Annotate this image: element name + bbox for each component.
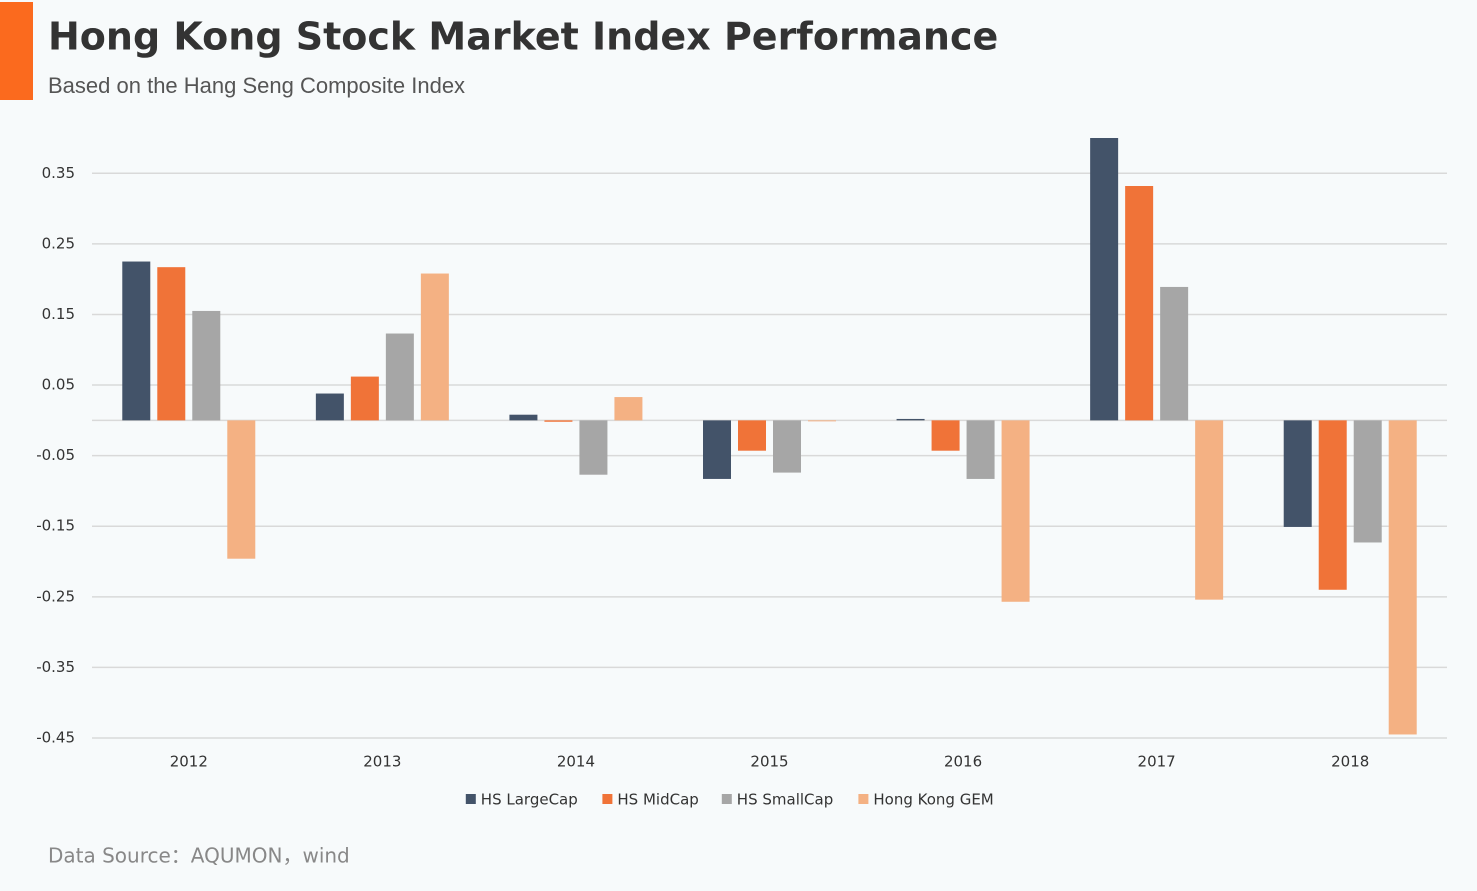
x-tick-label: 2012 [170, 753, 208, 771]
legend-label: HS MidCap [617, 791, 698, 809]
y-tick-label: 0.15 [42, 305, 75, 323]
bar [738, 420, 766, 451]
x-tick-label: 2018 [1331, 753, 1369, 771]
bar [614, 397, 643, 421]
y-tick-label: 0.25 [42, 234, 75, 252]
x-tick-label: 2013 [363, 753, 401, 771]
y-tick-label: -0.45 [36, 729, 75, 747]
bar [509, 414, 538, 421]
y-tick-label: 0.35 [42, 164, 75, 182]
bar [192, 310, 221, 421]
bar [157, 267, 186, 421]
legend-label: HS LargeCap [481, 791, 578, 809]
y-tick-label: -0.35 [36, 658, 75, 676]
legend-swatch [602, 794, 613, 804]
bar [227, 420, 256, 559]
bar [1001, 420, 1030, 602]
bar [773, 420, 801, 473]
bar [931, 420, 960, 451]
bar [966, 420, 995, 479]
bar [1318, 420, 1347, 590]
bar [808, 420, 836, 422]
title: Hong Kong Stock Market Index Performance [48, 15, 998, 59]
legend-label: Hong Kong GEM [873, 791, 993, 809]
subtitle: Based on the Hang Seng Composite Index [48, 73, 465, 98]
legend-label: HS SmallCap [737, 791, 833, 809]
bar [420, 273, 449, 421]
bar [1160, 286, 1189, 421]
bar [579, 420, 608, 475]
bar [1125, 186, 1154, 421]
bar [703, 420, 731, 479]
x-tick-label: 2015 [750, 753, 788, 771]
source: Data Source：AQUMON，wind [48, 844, 350, 868]
accent-bar [0, 2, 33, 100]
bar [350, 376, 379, 421]
bar [1388, 420, 1417, 735]
y-tick-label: -0.25 [36, 587, 75, 605]
bar [122, 261, 151, 421]
x-tick-label: 2014 [557, 753, 595, 771]
bar [1195, 420, 1224, 600]
y-tick-label: -0.15 [36, 517, 75, 535]
legend-swatch [858, 794, 869, 804]
bar [385, 333, 414, 421]
bar [1090, 138, 1119, 421]
x-tick-label: 2016 [944, 753, 982, 771]
bar [1353, 420, 1382, 543]
bar [1283, 420, 1312, 527]
x-tick-label: 2017 [1138, 753, 1176, 771]
y-tick-label: 0.05 [42, 376, 75, 394]
y-tick-label: -0.05 [36, 446, 75, 464]
legend-swatch [465, 794, 476, 804]
bar [544, 420, 573, 422]
bar [896, 418, 925, 421]
bar [315, 393, 344, 421]
legend-swatch [721, 794, 732, 804]
